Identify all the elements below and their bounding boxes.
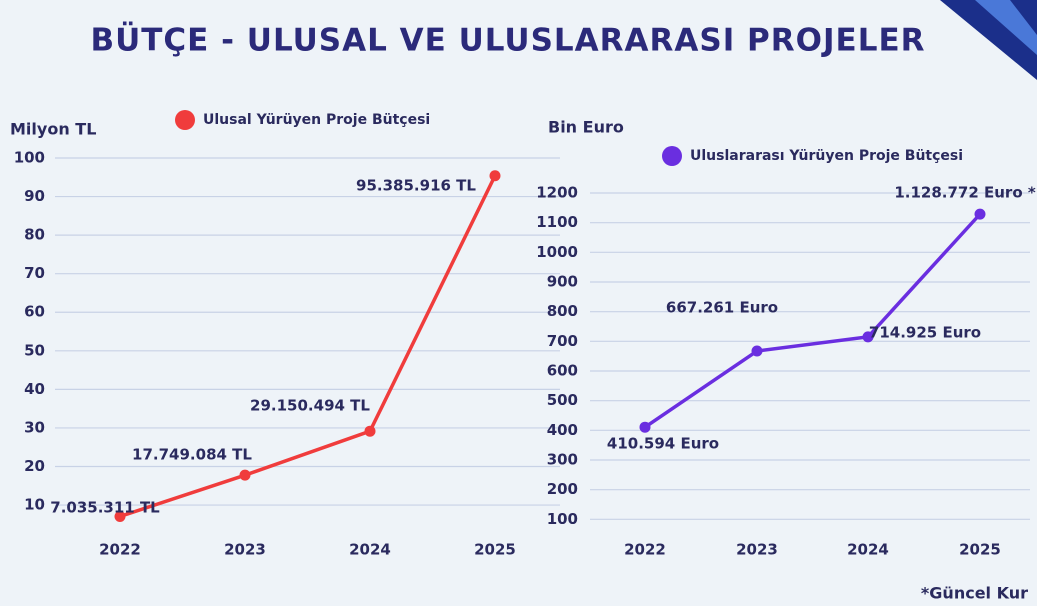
y-tick-label: 10 — [24, 496, 45, 514]
legend-marker — [662, 146, 682, 166]
data-label: 1.128.772 Euro * — [894, 184, 1036, 202]
data-point — [364, 425, 376, 437]
data-line — [119, 175, 497, 519]
y-tick-label: 30 — [24, 418, 45, 436]
data-label: 667.261 Euro — [666, 299, 778, 317]
x-tick-label: 2025 — [474, 541, 516, 559]
y-tick-label: 100 — [547, 510, 578, 528]
x-tick-label: 2024 — [847, 541, 889, 559]
y-tick-label: 1000 — [536, 243, 578, 261]
y-tick-label: 1200 — [536, 184, 578, 202]
data-label: 410.594 Euro — [607, 435, 719, 453]
y-tick-label: 500 — [547, 391, 578, 409]
data-point — [639, 421, 651, 433]
data-point — [114, 510, 126, 522]
y-tick-label: 200 — [547, 480, 578, 498]
corner-decoration — [975, 0, 1037, 55]
y-tick-label: 800 — [547, 302, 578, 320]
legend-marker — [175, 110, 195, 130]
data-label: 95.385.916 TL — [356, 177, 476, 195]
y-tick-label: 60 — [24, 303, 45, 321]
data-point — [751, 345, 763, 357]
x-tick-label: 2025 — [959, 541, 1001, 559]
y-tick-label: 70 — [24, 264, 45, 282]
data-point — [862, 331, 874, 343]
page-title: BÜTÇE - ULUSAL VE ULUSLARARASI PROJELER — [90, 22, 925, 59]
data-label: 7.035.311 TL — [50, 499, 160, 517]
x-tick-label: 2023 — [736, 541, 778, 559]
y-axis-label: Milyon TL — [10, 120, 96, 139]
data-point — [239, 469, 251, 481]
y-tick-label: 50 — [24, 341, 45, 359]
y-tick-label: 900 — [547, 273, 578, 291]
y-tick-label: 100 — [14, 149, 45, 167]
y-tick-label: 1100 — [536, 213, 578, 231]
x-tick-label: 2023 — [224, 541, 266, 559]
y-tick-label: 300 — [547, 451, 578, 469]
data-point — [489, 170, 501, 182]
y-tick-label: 90 — [24, 187, 45, 205]
y-tick-label: 600 — [547, 362, 578, 380]
y-tick-label: 700 — [547, 332, 578, 350]
y-tick-label: 40 — [24, 380, 45, 398]
x-tick-label: 2022 — [624, 541, 666, 559]
y-axis-label: Bin Euro — [548, 118, 624, 137]
data-label: 29.150.494 TL — [250, 397, 370, 415]
data-label: 17.749.084 TL — [132, 446, 252, 464]
x-tick-label: 2022 — [99, 541, 141, 559]
footnote: *Güncel Kur — [921, 584, 1028, 603]
x-tick-label: 2024 — [349, 541, 391, 559]
y-tick-label: 20 — [24, 457, 45, 475]
y-tick-label: 400 — [547, 421, 578, 439]
data-label: 714.925 Euro — [869, 324, 981, 342]
legend-label: Ulusal Yürüyen Proje Bütçesi — [203, 112, 430, 128]
data-point — [974, 208, 986, 220]
legend-label: Uluslararası Yürüyen Proje Bütçesi — [690, 148, 963, 164]
data-line — [644, 212, 982, 429]
y-tick-label: 80 — [24, 226, 45, 244]
